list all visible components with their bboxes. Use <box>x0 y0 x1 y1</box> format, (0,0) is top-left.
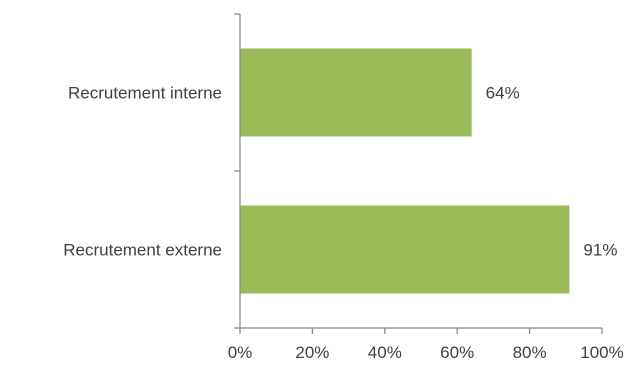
value-label-0: 64% <box>486 84 520 103</box>
category-label-0: Recrutement interne <box>68 84 222 103</box>
axes-group <box>234 13 603 334</box>
x-tick-label-0: 0% <box>228 343 253 362</box>
x-tick-label-5: 100% <box>580 343 623 362</box>
x-tick-label-2: 40% <box>368 343 402 362</box>
x-tick-labels-group: 0% 20% 40% 60% 80% 100% <box>228 343 624 362</box>
category-label-1: Recrutement externe <box>63 241 222 260</box>
x-tick-label-3: 60% <box>440 343 474 362</box>
bar-0 <box>240 48 472 137</box>
category-labels-group: Recrutement interne Recrutement externe <box>63 84 222 260</box>
value-label-1: 91% <box>583 241 617 260</box>
x-tick-label-1: 20% <box>295 343 329 362</box>
bars-group <box>240 48 570 294</box>
value-labels-group: 64% 91% <box>486 84 618 260</box>
x-tick-label-4: 80% <box>513 343 547 362</box>
bar-1 <box>240 205 570 294</box>
